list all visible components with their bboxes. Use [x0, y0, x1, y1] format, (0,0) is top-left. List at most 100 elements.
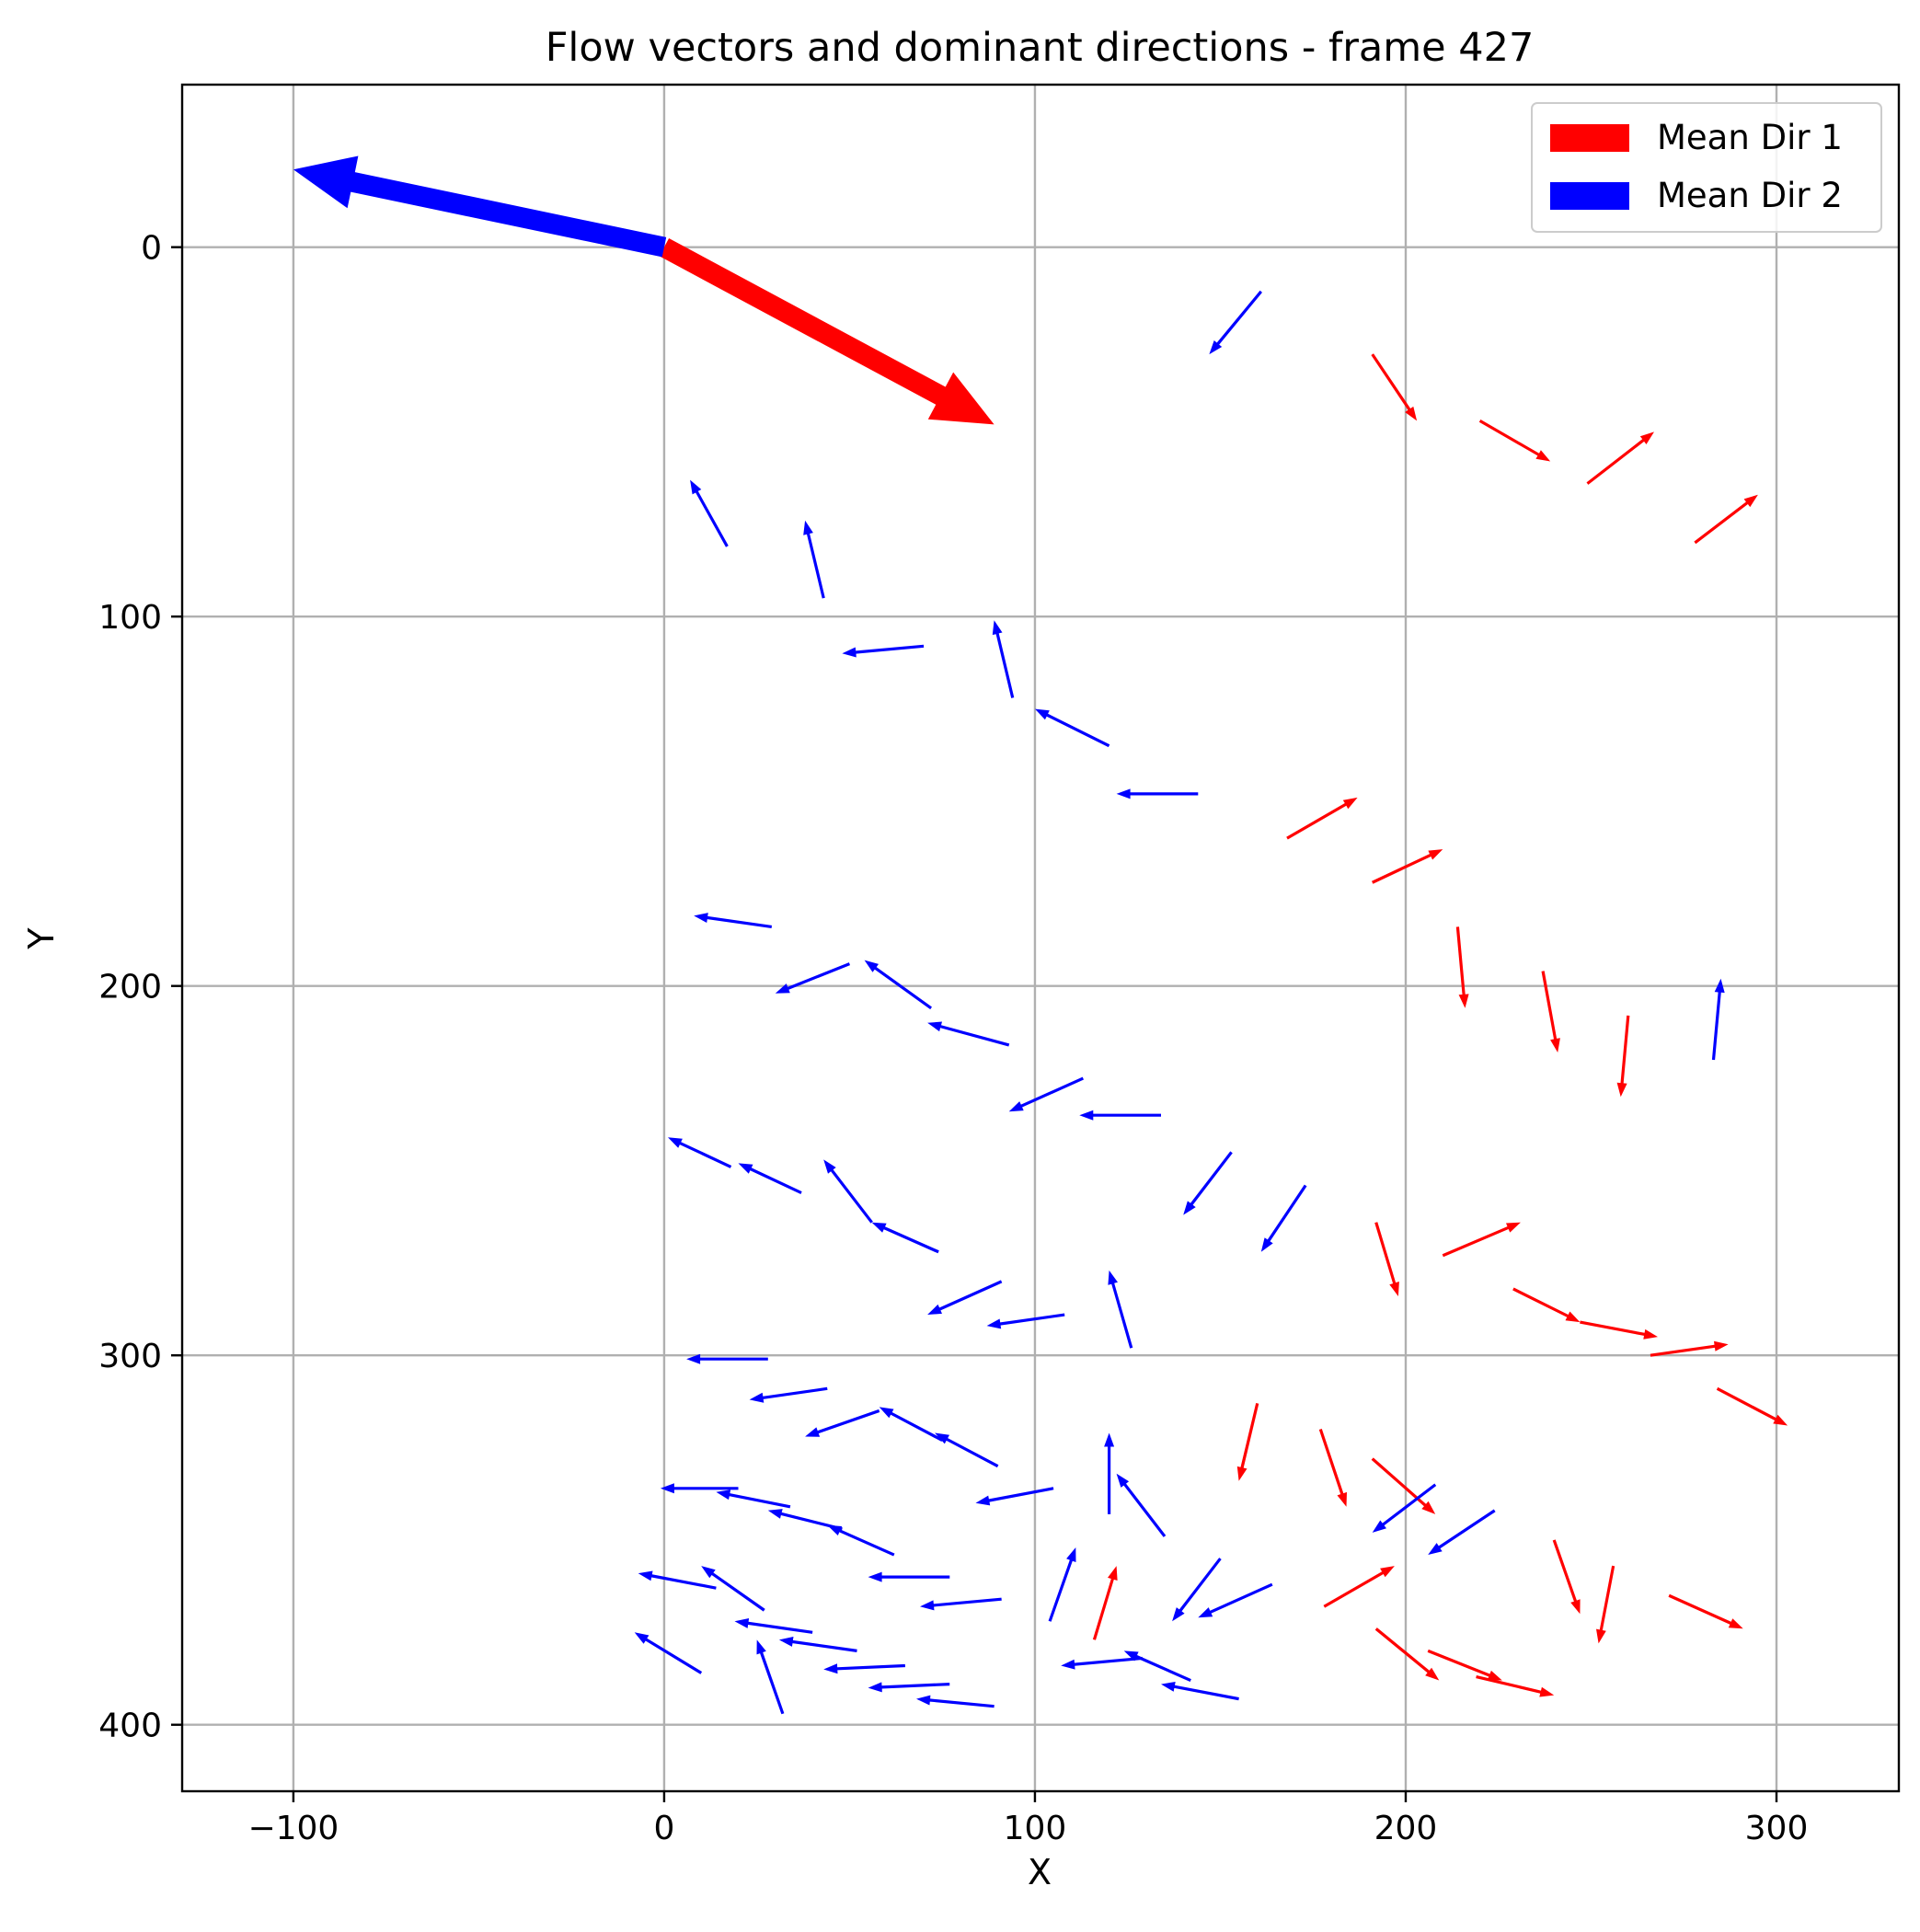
- flow-vector-dir2: [879, 1407, 943, 1442]
- flow-vector-dir1: [1512, 1287, 1581, 1323]
- flow-vector-dir2: [660, 1483, 739, 1494]
- flow-vector-dir2: [827, 1524, 895, 1557]
- y-tick-label: 100: [98, 599, 162, 637]
- flow-vectors: [634, 290, 1788, 1715]
- flow-vector-dir2: [920, 1597, 1002, 1611]
- flow-vector-dir2: [1209, 290, 1262, 355]
- flow-vector-dir2: [738, 1163, 802, 1194]
- flow-vector-dir2: [701, 1566, 765, 1612]
- mean-dir-2-arrow: [293, 155, 667, 258]
- flow-vector-dir2: [805, 1409, 880, 1437]
- flow-vector-dir2: [1172, 1558, 1222, 1622]
- flow-vector-dir1: [1372, 849, 1443, 884]
- flow-vector-dir2: [778, 1637, 857, 1652]
- flow-vector-dir2: [916, 1695, 994, 1708]
- flow-vector-dir2: [1048, 1547, 1076, 1622]
- flow-vector-dir2: [1116, 1473, 1167, 1537]
- flow-vector-dir1: [1596, 1565, 1615, 1644]
- flow-vector-dir1: [1586, 431, 1654, 485]
- y-tick-label: 200: [98, 969, 162, 1006]
- flow-vector-dir2: [1711, 978, 1725, 1061]
- x-tick-label: 300: [1745, 1810, 1809, 1847]
- flow-vector-dir1: [1371, 353, 1418, 421]
- x-tick-label: −100: [247, 1810, 339, 1847]
- flow-vector-dir2: [668, 1137, 732, 1168]
- flow-vector-dir2: [823, 1159, 873, 1224]
- flow-vector-dir1: [1580, 1320, 1658, 1340]
- flow-vector-dir2: [868, 1571, 950, 1582]
- flow-vector-dir2: [1008, 1076, 1084, 1112]
- flow-vector-dir2: [690, 479, 729, 547]
- flow-vector-dir2: [775, 962, 850, 994]
- flow-vector-dir1: [1318, 1429, 1347, 1507]
- flow-vector-dir2: [767, 1509, 843, 1531]
- flow-vector-dir1: [1541, 971, 1560, 1052]
- x-axis-label: X: [1028, 1852, 1052, 1892]
- flow-vector-dir2: [686, 1353, 768, 1364]
- x-tick-label: 200: [1374, 1810, 1438, 1847]
- flow-vector-dir1: [1374, 1222, 1399, 1296]
- x-tick-label: 100: [1004, 1810, 1067, 1847]
- flow-vector-dir2: [749, 1386, 828, 1403]
- flow-vector-dir2: [1198, 1582, 1273, 1618]
- flow-vector-dir1: [1455, 926, 1469, 1008]
- flow-vector-dir1: [1650, 1340, 1729, 1357]
- flow-vector-dir2: [1079, 1110, 1161, 1121]
- flow-vector-dir2: [1428, 1509, 1496, 1555]
- flow-vector-dir1: [1374, 1627, 1440, 1681]
- flow-vector-dir2: [1123, 1650, 1191, 1682]
- flow-vector-dir2: [927, 1280, 1003, 1315]
- flow-vector-dir2: [864, 960, 932, 1010]
- y-tick-label: 0: [141, 230, 162, 268]
- flow-vector-dir2: [927, 1021, 1010, 1047]
- flow-vector-dir1: [1442, 1222, 1521, 1258]
- legend-swatch-mean-dir-1: [1550, 124, 1629, 152]
- flow-vector-dir1: [1371, 1457, 1436, 1514]
- flow-vector-dir2: [986, 1313, 1065, 1329]
- flow-vector-dir2: [756, 1639, 785, 1715]
- flow-vector-dir1: [1694, 494, 1758, 545]
- flow-vector-dir2: [1116, 788, 1199, 799]
- flow-vector-dir1: [1552, 1539, 1581, 1615]
- flow-vector-dir1: [1236, 1403, 1259, 1481]
- flow-vector-dir2: [638, 1570, 717, 1590]
- flow-vector-dir2: [842, 644, 925, 658]
- flow-vector-dir1: [1427, 1649, 1502, 1681]
- legend-label-mean-dir-2: Mean Dir 2: [1657, 176, 1843, 215]
- flow-vector-dir1: [1478, 420, 1551, 462]
- flow-vector-dir2: [975, 1487, 1054, 1506]
- chart-title: Flow vectors and dominant directions - f…: [546, 25, 1535, 71]
- legend-label-mean-dir-1: Mean Dir 1: [1657, 118, 1843, 157]
- y-tick-label: 300: [98, 1338, 162, 1375]
- flow-vector-dir2: [734, 1618, 813, 1634]
- flow-vector-dir2: [694, 913, 772, 928]
- mean-direction-arrows: [293, 155, 994, 425]
- mean-dir-1-arrow: [659, 238, 994, 425]
- flow-vector-dir2: [1260, 1184, 1307, 1252]
- grid-lines: [182, 85, 1899, 1791]
- flow-vector-dir2: [1104, 1432, 1115, 1514]
- flow-vector-dir2: [1061, 1656, 1143, 1670]
- flow-vector-dir2: [871, 1222, 939, 1254]
- y-axis-label: Y: [21, 927, 62, 950]
- legend: Mean Dir 1 Mean Dir 2: [1531, 102, 1882, 233]
- flow-vector-dir2: [1161, 1682, 1239, 1701]
- y-tick-label: 400: [98, 1708, 162, 1745]
- flow-vector-dir2: [823, 1663, 905, 1674]
- flow-vector-dir1: [1323, 1566, 1395, 1608]
- flow-vector-dir2: [1372, 1483, 1437, 1533]
- flow-vector-dir2: [1183, 1151, 1233, 1215]
- flow-vector-dir2: [992, 620, 1015, 698]
- x-tick-label: 0: [653, 1810, 674, 1847]
- flow-vector-dir2: [716, 1489, 791, 1509]
- plot-frame: [180, 83, 1901, 1793]
- legend-swatch-mean-dir-2: [1550, 182, 1629, 210]
- flow-vector-dir1: [1668, 1593, 1743, 1629]
- flow-vector-dir2: [935, 1432, 999, 1468]
- flow-vector-dir2: [1035, 708, 1110, 748]
- flow-vector-dir2: [634, 1632, 703, 1674]
- flow-vector-dir2: [803, 520, 825, 599]
- flow-vector-dir2: [868, 1682, 950, 1693]
